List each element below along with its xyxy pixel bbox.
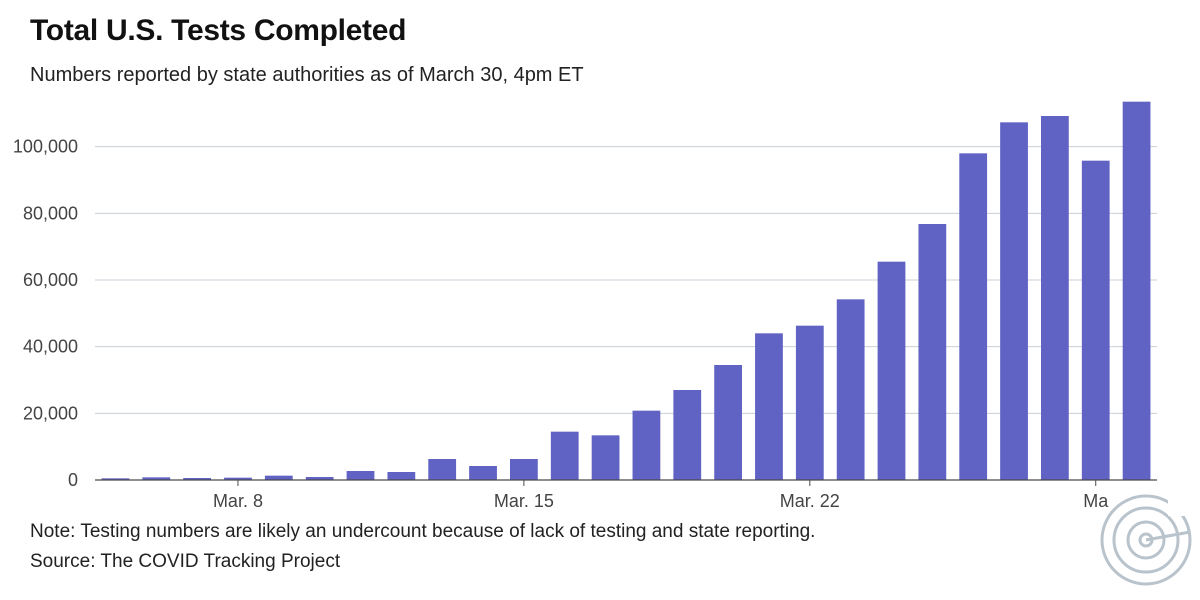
bar [183, 478, 212, 480]
chart-title: Total U.S. Tests Completed [30, 14, 407, 47]
bar [1081, 160, 1110, 480]
chart-note: Note: Testing numbers are likely an unde… [30, 521, 816, 542]
bar [387, 472, 416, 480]
bar [795, 325, 824, 480]
bar [305, 477, 334, 480]
bar [1122, 101, 1151, 481]
bar [509, 459, 538, 480]
x-tick-label: Mar. 8 [213, 491, 263, 511]
bar [1040, 116, 1069, 480]
bar [877, 261, 906, 480]
bar [1000, 122, 1028, 480]
y-tick-label: 0 [68, 470, 78, 490]
y-tick-label: 60,000 [23, 270, 78, 290]
bar [428, 459, 457, 480]
bar [836, 299, 865, 480]
y-tick-label: 40,000 [23, 337, 78, 357]
y-tick-label: 80,000 [23, 203, 78, 223]
x-axis: Mar. 8 Mar. 15 Mar. 22 Ma [95, 479, 1157, 511]
bars [101, 101, 1151, 481]
x-tick-label: Mar. 22 [780, 491, 840, 511]
bar [142, 477, 171, 480]
bar [224, 477, 252, 480]
bar [591, 435, 620, 480]
y-tick-label: 100,000 [13, 137, 78, 157]
bar [959, 153, 988, 481]
y-tick-label: 20,000 [23, 403, 78, 423]
covid-tracking-project-logo-icon [1100, 494, 1192, 586]
chart-source: Source: The COVID Tracking Project [30, 551, 341, 572]
y-axis: 0 20,000 40,000 60,000 80,000 100,000 [13, 137, 78, 490]
bar [550, 431, 579, 480]
x-tick-label: Mar. 15 [494, 491, 554, 511]
bar [632, 410, 661, 480]
bar [101, 478, 130, 480]
bar [714, 365, 743, 480]
bar [346, 471, 375, 480]
bar [755, 333, 783, 480]
gridlines [95, 146, 1157, 414]
chart-subtitle: Numbers reported by state authorities as… [30, 64, 584, 86]
bar [673, 390, 702, 480]
x-tick-label: Ma [1083, 491, 1109, 511]
bar [469, 466, 497, 480]
bar [264, 475, 293, 480]
bar [918, 224, 947, 480]
